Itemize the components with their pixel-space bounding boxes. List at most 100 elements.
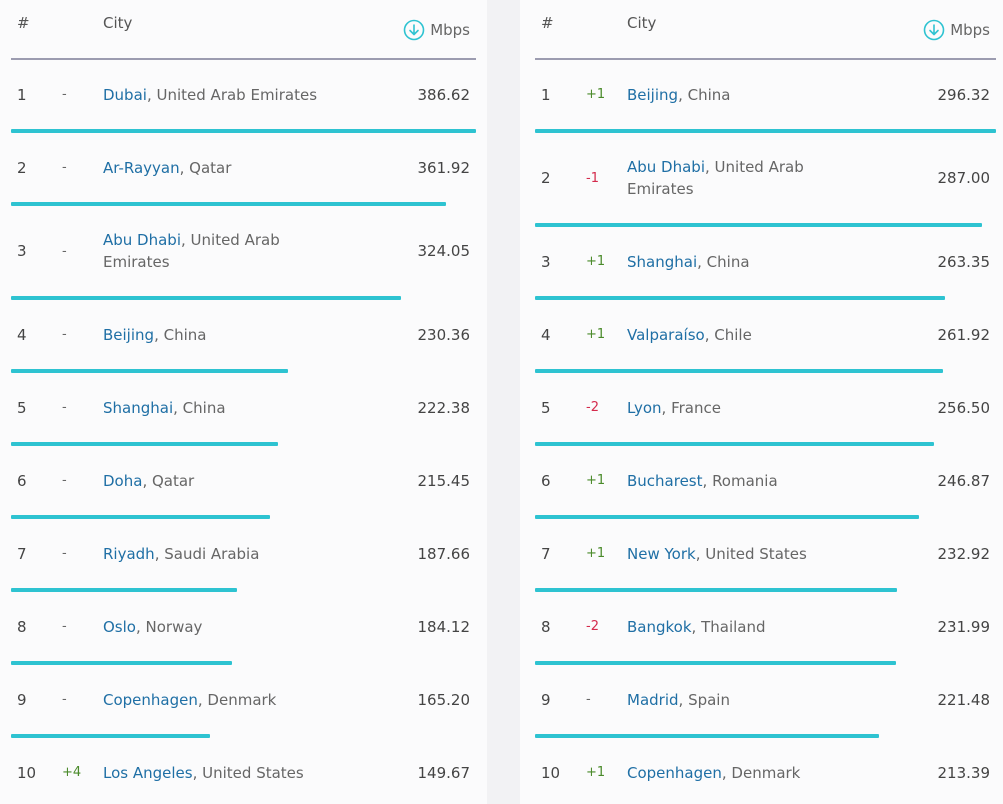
city-name-link[interactable]: Oslo	[103, 617, 136, 636]
country-name: China	[706, 252, 750, 271]
table-row: 2 - Ar-Rayyan, Qatar 361.92	[0, 133, 487, 206]
city-cell: Madrid, Spain	[627, 690, 730, 709]
rank-number: 6	[541, 471, 551, 490]
rank-change: -	[62, 327, 67, 342]
city-cell: Valparaíso, Chile	[627, 325, 752, 344]
country-name: Romania	[712, 471, 778, 490]
city-cell: Abu Dhabi, United Arab Emirates	[627, 158, 804, 198]
city-name-link[interactable]: Bangkok	[627, 617, 692, 636]
rank-change: +1	[586, 327, 606, 342]
speed-bar	[535, 734, 880, 738]
country-name: China	[182, 398, 226, 417]
rank-change: +1	[586, 87, 606, 102]
speed-value: 386.62	[417, 85, 471, 104]
speed-bar	[535, 223, 982, 227]
speed-value: 184.12	[417, 617, 471, 636]
table-row: 3 +1 Shanghai, China 263.35	[520, 227, 1003, 300]
left-ranking-panel: # City Mbps 1 - Dubai, United Arab Emirate…	[0, 0, 487, 804]
city-name-link[interactable]: Copenhagen	[627, 763, 722, 782]
speed-bar	[535, 369, 943, 373]
speed-value: 165.20	[417, 690, 471, 709]
city-name-link[interactable]: Madrid	[627, 690, 679, 709]
rank-change: -	[62, 546, 67, 561]
rank-number: 8	[17, 617, 27, 636]
city-name-link[interactable]: Dubai	[103, 85, 147, 104]
speed-value: 222.38	[417, 398, 471, 417]
city-cell: Beijing, China	[103, 325, 207, 344]
rank-number: 3	[17, 242, 27, 260]
speed-value: 213.39	[937, 763, 991, 782]
rank-column-header: #	[17, 14, 30, 32]
city-cell: Dubai, United Arab Emirates	[103, 85, 318, 104]
city-name-link[interactable]: Riyadh	[103, 544, 155, 563]
city-name-link[interactable]: New York	[627, 544, 696, 563]
country-name: United Arab Emirates	[103, 231, 280, 271]
table-header: # City Mbps	[535, 0, 996, 60]
country-name: Spain	[688, 690, 730, 709]
speed-value: 261.92	[937, 325, 991, 344]
country-name: United States	[202, 763, 304, 782]
table-row: 7 +1 New York, United States 232.92	[520, 519, 1003, 592]
table-row: 4 +1 Valparaíso, Chile 261.92	[520, 300, 1003, 373]
speed-bar	[11, 129, 476, 133]
speed-value: 232.92	[937, 544, 991, 563]
city-name-link[interactable]: Valparaíso	[627, 325, 705, 344]
city-name-link[interactable]: Abu Dhabi	[627, 158, 705, 176]
speed-bar	[11, 202, 447, 206]
city-cell: Bangkok, Thailand	[627, 617, 766, 636]
rank-change: +4	[62, 765, 82, 780]
rank-change: -	[586, 692, 591, 707]
city-cell: Ar-Rayyan, Qatar	[103, 158, 232, 177]
rank-number: 7	[541, 544, 551, 563]
speed-value: 256.50	[937, 398, 991, 417]
table-row: 6 - Doha, Qatar 215.45	[0, 446, 487, 519]
speed-bar	[535, 661, 896, 665]
rank-number: 9	[17, 690, 27, 709]
rank-number: 2	[541, 169, 551, 187]
country-name: Chile	[714, 325, 752, 344]
city-cell: Bucharest, Romania	[627, 471, 778, 490]
rank-change: -	[62, 692, 67, 707]
city-name-link[interactable]: Bucharest	[627, 471, 703, 490]
speed-bar	[535, 442, 935, 446]
city-name-link[interactable]: Abu Dhabi	[103, 231, 181, 249]
city-cell: Copenhagen, Denmark	[627, 763, 801, 782]
city-name-link[interactable]: Beijing	[103, 325, 155, 344]
city-name-link[interactable]: Shanghai	[627, 252, 698, 271]
ranking-list-left: 1 - Dubai, United Arab Emirates 386.62 2 - Ar-…	[0, 60, 487, 804]
city-cell: Shanghai, China	[103, 398, 226, 417]
country-name: Qatar	[189, 158, 232, 177]
country-name: Qatar	[151, 471, 195, 490]
country-name: United Arab Emirates	[156, 85, 318, 104]
rank-change: -1	[586, 170, 599, 186]
table-row: 7 - Riyadh, Saudi Arabia 187.66	[0, 519, 487, 592]
speed-bar	[11, 734, 210, 738]
city-name-link[interactable]: Ar-Rayyan	[103, 158, 180, 177]
city-name-link[interactable]: Shanghai	[103, 398, 174, 417]
city-cell: Doha, Qatar	[103, 471, 195, 490]
speed-bar	[11, 588, 237, 592]
table-row: 3 - Abu Dhabi, United Arab Emirates 324.05	[0, 206, 487, 300]
country-name: United States	[705, 544, 807, 563]
download-arrow-icon	[403, 19, 425, 41]
table-row: 6 +1 Bucharest, Romania 246.87	[520, 446, 1003, 519]
city-cell: New York, United States	[627, 544, 807, 563]
city-name-link[interactable]: Los Angeles	[103, 763, 193, 782]
rank-change: +1	[586, 254, 606, 269]
rank-change: +1	[586, 473, 606, 488]
table-row: 4 - Beijing, China 230.36	[0, 300, 487, 373]
ranking-list-right: 1 +1 Beijing, China 296.32 2 -1 Abu Dhabi, Uni…	[520, 60, 1003, 804]
table-row: 10 +1 Copenhagen, Denmark 213.39	[520, 738, 1003, 804]
city-name-link[interactable]: Beijing	[627, 85, 679, 104]
unit-label: Mbps	[430, 21, 470, 39]
speed-bar	[11, 369, 289, 373]
city-name-link[interactable]: Doha	[103, 471, 143, 490]
speed-value: 230.36	[417, 325, 471, 344]
table-row: 5 -2 Lyon, France 256.50	[520, 373, 1003, 446]
city-name-link[interactable]: Lyon	[627, 398, 662, 417]
city-name-link[interactable]: Copenhagen	[103, 690, 198, 709]
table-row: 1 - Dubai, United Arab Emirates 386.62	[0, 60, 487, 133]
speed-value: 361.92	[417, 158, 471, 177]
table-row: 2 -1 Abu Dhabi, United Arab Emirates 287.00	[520, 133, 1003, 227]
rank-number: 1	[541, 85, 551, 104]
